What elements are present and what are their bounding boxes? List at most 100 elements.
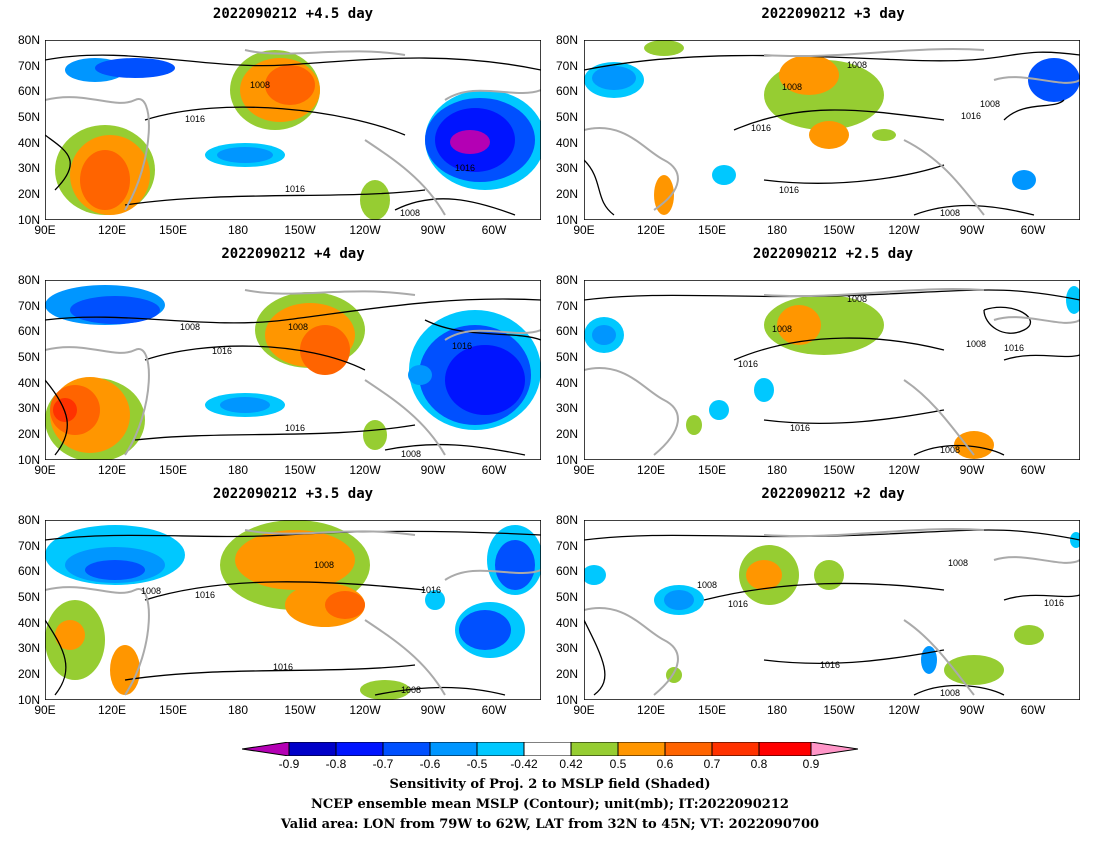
svg-text:1008: 1008 bbox=[847, 60, 867, 70]
contour-labels: 1008 1016 1016 1016 1008 bbox=[185, 80, 475, 218]
svg-text:1016: 1016 bbox=[185, 114, 205, 124]
svg-text:1016: 1016 bbox=[273, 662, 293, 672]
svg-text:1016: 1016 bbox=[452, 341, 472, 351]
caption-line-2: NCEP ensemble mean MSLP (Contour); unit(… bbox=[311, 797, 789, 812]
contour-labels: 1008 1016 1008 1016 1016 1008 bbox=[141, 560, 441, 695]
svg-text:1008: 1008 bbox=[948, 558, 968, 568]
svg-text:1016: 1016 bbox=[1004, 343, 1024, 353]
contours bbox=[45, 54, 541, 216]
map: 1008 1016 1016 1016 1008 bbox=[45, 40, 541, 220]
svg-text:1008: 1008 bbox=[940, 445, 960, 455]
shaded-sensitivity bbox=[584, 286, 1080, 459]
map: 1008 1008 1016 1016 1008 1016 1008 bbox=[584, 280, 1080, 460]
colorbar-label: -0.42 bbox=[510, 757, 538, 771]
colorbar-box bbox=[664, 742, 713, 756]
colorbar-box bbox=[476, 742, 525, 756]
contour-labels: 1008 1016 1008 1016 1016 1008 bbox=[697, 558, 1064, 698]
shaded-sensitivity bbox=[55, 50, 541, 220]
caption-line-3: Valid area: LON from 79W to 62W, LAT fro… bbox=[280, 817, 820, 832]
colorbar-box bbox=[617, 742, 666, 756]
colorbar-label: 0.8 bbox=[750, 757, 768, 771]
map: 1008 1008 1016 1016 1016 1008 bbox=[45, 280, 541, 460]
colorbar-label: 0.42 bbox=[559, 757, 583, 771]
panel-title: 2022090212 +2 day bbox=[761, 486, 905, 502]
coastlines bbox=[45, 529, 541, 696]
map: 1008 1016 1008 1016 1016 1008 bbox=[45, 520, 541, 700]
svg-text:1008: 1008 bbox=[250, 80, 270, 90]
colorbar-box bbox=[523, 742, 572, 756]
svg-text:1016: 1016 bbox=[961, 111, 981, 121]
colorbar-box bbox=[570, 742, 619, 756]
svg-text:1008: 1008 bbox=[401, 449, 421, 459]
contours bbox=[584, 51, 1080, 216]
colorbar-label: 0.9 bbox=[802, 757, 820, 771]
contours bbox=[584, 529, 1080, 696]
colorbar-label: 0.6 bbox=[656, 757, 674, 771]
svg-text:1016: 1016 bbox=[212, 346, 232, 356]
svg-text:1008: 1008 bbox=[400, 208, 420, 218]
svg-text:1016: 1016 bbox=[195, 590, 215, 600]
svg-text:1016: 1016 bbox=[820, 660, 840, 670]
svg-text:1016: 1016 bbox=[751, 123, 771, 133]
colorbar-label: -0.8 bbox=[325, 757, 347, 771]
colorbar-left-triangle bbox=[242, 742, 290, 756]
colorbar-box bbox=[382, 742, 431, 756]
contour-labels: 1008 1008 1016 1016 1008 1016 1008 bbox=[738, 294, 1024, 455]
panel-title: 2022090212 +2.5 day bbox=[752, 246, 914, 262]
svg-text:1008: 1008 bbox=[940, 688, 960, 698]
coastlines bbox=[45, 49, 541, 216]
svg-text:1016: 1016 bbox=[738, 359, 758, 369]
svg-text:1008: 1008 bbox=[966, 339, 986, 349]
colorbar-label: -0.9 bbox=[278, 757, 300, 771]
coastlines bbox=[584, 287, 1080, 456]
svg-text:1008: 1008 bbox=[141, 586, 161, 596]
shaded-sensitivity bbox=[45, 285, 541, 460]
svg-text:1016: 1016 bbox=[421, 585, 441, 595]
svg-text:1016: 1016 bbox=[779, 185, 799, 195]
contours bbox=[45, 530, 541, 696]
contour-labels: 1008 1008 1016 1016 1008 1008 1016 bbox=[751, 60, 1000, 218]
colorbar-box bbox=[429, 742, 478, 756]
colorbar-label: 0.5 bbox=[609, 757, 627, 771]
svg-text:1008: 1008 bbox=[772, 324, 792, 334]
coastlines bbox=[584, 47, 1080, 216]
svg-text:1008: 1008 bbox=[980, 99, 1000, 109]
colorbar-box bbox=[758, 742, 812, 756]
colorbar-box bbox=[288, 742, 337, 756]
svg-text:1008: 1008 bbox=[180, 322, 200, 332]
panel-title: 2022090212 +3.5 day bbox=[212, 486, 374, 502]
svg-text:1016: 1016 bbox=[285, 423, 305, 433]
panel-title: 2022090212 +4 day bbox=[221, 246, 365, 262]
colorbar-box bbox=[711, 742, 760, 756]
svg-text:1008: 1008 bbox=[288, 322, 308, 332]
contour-labels: 1008 1008 1016 1016 1016 1008 bbox=[180, 322, 472, 459]
shaded-sensitivity bbox=[45, 520, 541, 700]
panel-title: 2022090212 +3 day bbox=[761, 6, 905, 22]
svg-text:1016: 1016 bbox=[790, 423, 810, 433]
panel-title: 2022090212 +4.5 day bbox=[212, 6, 374, 22]
map: 1008 1008 1016 1016 1008 1008 1016 bbox=[584, 40, 1080, 220]
colorbar bbox=[242, 742, 858, 756]
colorbar-right-triangle bbox=[810, 742, 858, 756]
svg-text:1016: 1016 bbox=[285, 184, 305, 194]
svg-text:1016: 1016 bbox=[455, 163, 475, 173]
svg-text:1008: 1008 bbox=[782, 82, 802, 92]
svg-text:1008: 1008 bbox=[847, 294, 867, 304]
colorbar-label: -0.7 bbox=[372, 757, 394, 771]
caption-line-1: Sensitivity of Proj. 2 to MSLP field (Sh… bbox=[389, 777, 711, 792]
svg-text:1008: 1008 bbox=[940, 208, 960, 218]
colorbar-label: -0.6 bbox=[419, 757, 441, 771]
coastlines bbox=[584, 527, 1080, 696]
colorbar-label: -0.5 bbox=[466, 757, 488, 771]
coastlines bbox=[45, 289, 541, 456]
svg-text:1016: 1016 bbox=[728, 599, 748, 609]
svg-text:1008: 1008 bbox=[401, 685, 421, 695]
svg-text:1008: 1008 bbox=[697, 580, 717, 590]
colorbar-label: 0.7 bbox=[703, 757, 721, 771]
svg-text:1008: 1008 bbox=[314, 560, 334, 570]
contours bbox=[584, 289, 1080, 456]
colorbar-box bbox=[335, 742, 384, 756]
map: 1008 1016 1008 1016 1016 1008 bbox=[584, 520, 1080, 700]
contours bbox=[45, 298, 541, 456]
svg-text:1016: 1016 bbox=[1044, 598, 1064, 608]
